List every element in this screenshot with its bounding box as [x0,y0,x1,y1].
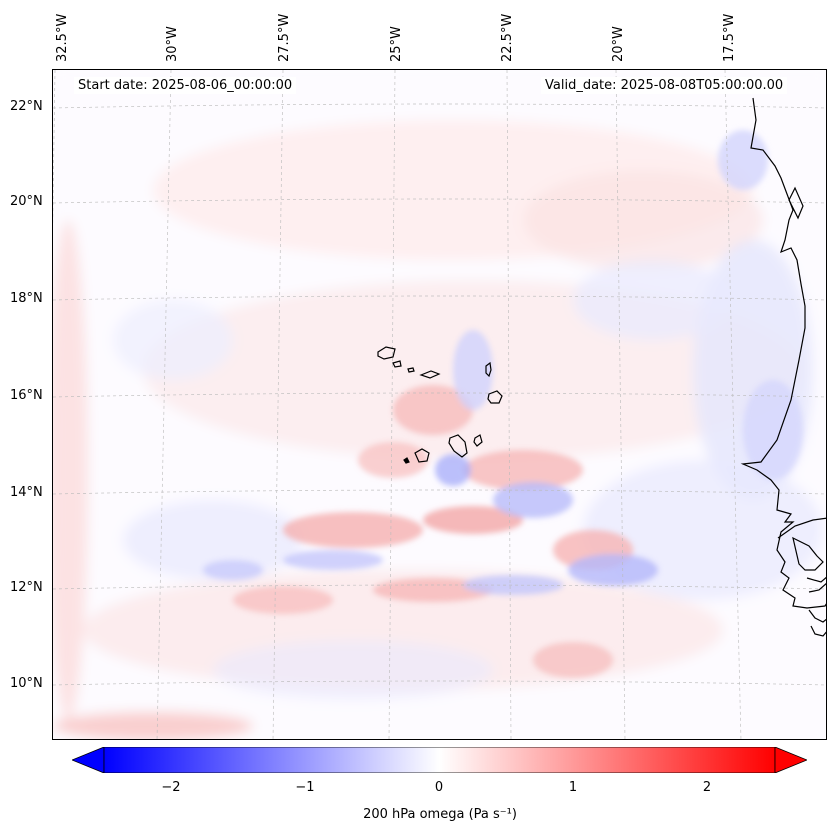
graticule [53,70,826,739]
colorbar-tick-2: 2 [702,780,712,795]
colorbar-extend-min [72,747,105,773]
map-panel [52,69,827,740]
valid-date-label: Valid_date: 2025-08-08T05:00:00.00 [541,77,788,94]
island-sao-vicente [392,360,402,368]
colorbar-extend-max [774,747,807,773]
lon-label-30w: 30°W [165,26,180,62]
lon-label-17-5w: 17.5°W [722,13,737,62]
island-fogo [414,448,430,463]
colorbar-tick-neg2: −2 [161,780,181,795]
island-boa-vista [487,390,503,404]
lat-label-10n: 10°N [10,676,43,691]
colorbar-tick-0: 0 [434,780,444,795]
start-date-label: Start date: 2025-08-06_00:00:00 [74,77,297,94]
island-santo-antao [377,346,396,360]
lat-label-16n: 16°N [10,388,43,403]
lon-label-27-5w: 27.5°W [277,13,292,62]
omega-field-map [53,70,826,739]
lon-label-25w: 25°W [389,26,404,62]
island-santiago [448,434,468,458]
colorbar-gradient [103,747,776,773]
island-brava [403,457,410,464]
colorbar-tick-neg1: −1 [295,780,315,795]
lon-label-32-5w: 32.5°W [55,13,70,62]
colorbar [72,747,807,773]
omega-field-detail [203,130,803,678]
lat-label-14n: 14°N [10,485,43,500]
lat-label-22n: 22°N [10,99,43,114]
island-sao-nicolau [419,370,441,379]
island-maio [473,434,483,447]
lat-label-12n: 12°N [10,580,43,595]
colorbar-tick-1: 1 [568,780,578,795]
lat-label-18n: 18°N [10,291,43,306]
lon-label-20w: 20°W [611,26,626,62]
colorbar-label: 200 hPa omega (Pa s⁻¹) [363,807,517,822]
lat-label-20n: 20°N [10,194,43,209]
cape-verde-islands [377,346,503,464]
island-sal [485,361,492,378]
island-santa-luzia [407,367,415,373]
lon-label-22-5w: 22.5°W [500,13,515,62]
africa-coastline [740,97,826,637]
